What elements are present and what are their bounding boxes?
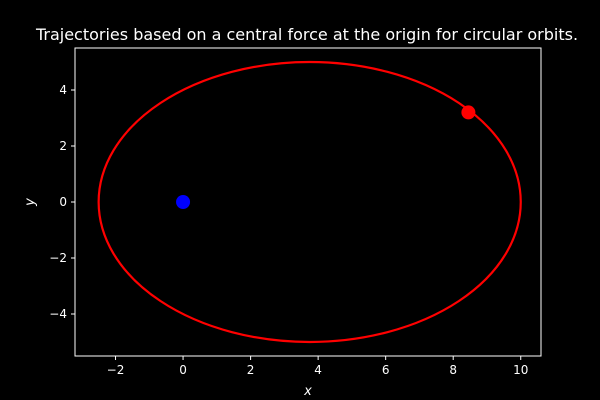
y-tick-label: 4 <box>59 83 67 97</box>
chart-title: Trajectories based on a central force at… <box>35 25 578 44</box>
ticks-layer: −2 0 2 4 6 8 10 −4 −2 0 2 4 <box>49 83 528 377</box>
y-tick-label: 0 <box>59 195 67 209</box>
x-tick-label: 8 <box>449 363 457 377</box>
orbit-path <box>97 60 522 344</box>
body-marker <box>461 105 476 120</box>
plot-layer <box>97 60 522 344</box>
y-tick-label: −2 <box>49 251 67 265</box>
x-tick-label: 10 <box>513 363 528 377</box>
y-tick-label: 2 <box>59 139 67 153</box>
x-tick-label: 2 <box>247 363 255 377</box>
x-tick-label: −2 <box>107 363 125 377</box>
x-tick-label: 0 <box>179 363 187 377</box>
origin-marker <box>176 195 191 209</box>
x-axis-label: x <box>303 384 312 399</box>
y-axis-label: y <box>23 198 38 207</box>
y-tick-label: −4 <box>49 307 67 321</box>
x-tick-label: 6 <box>382 363 390 377</box>
x-tick-label: 4 <box>314 363 322 377</box>
